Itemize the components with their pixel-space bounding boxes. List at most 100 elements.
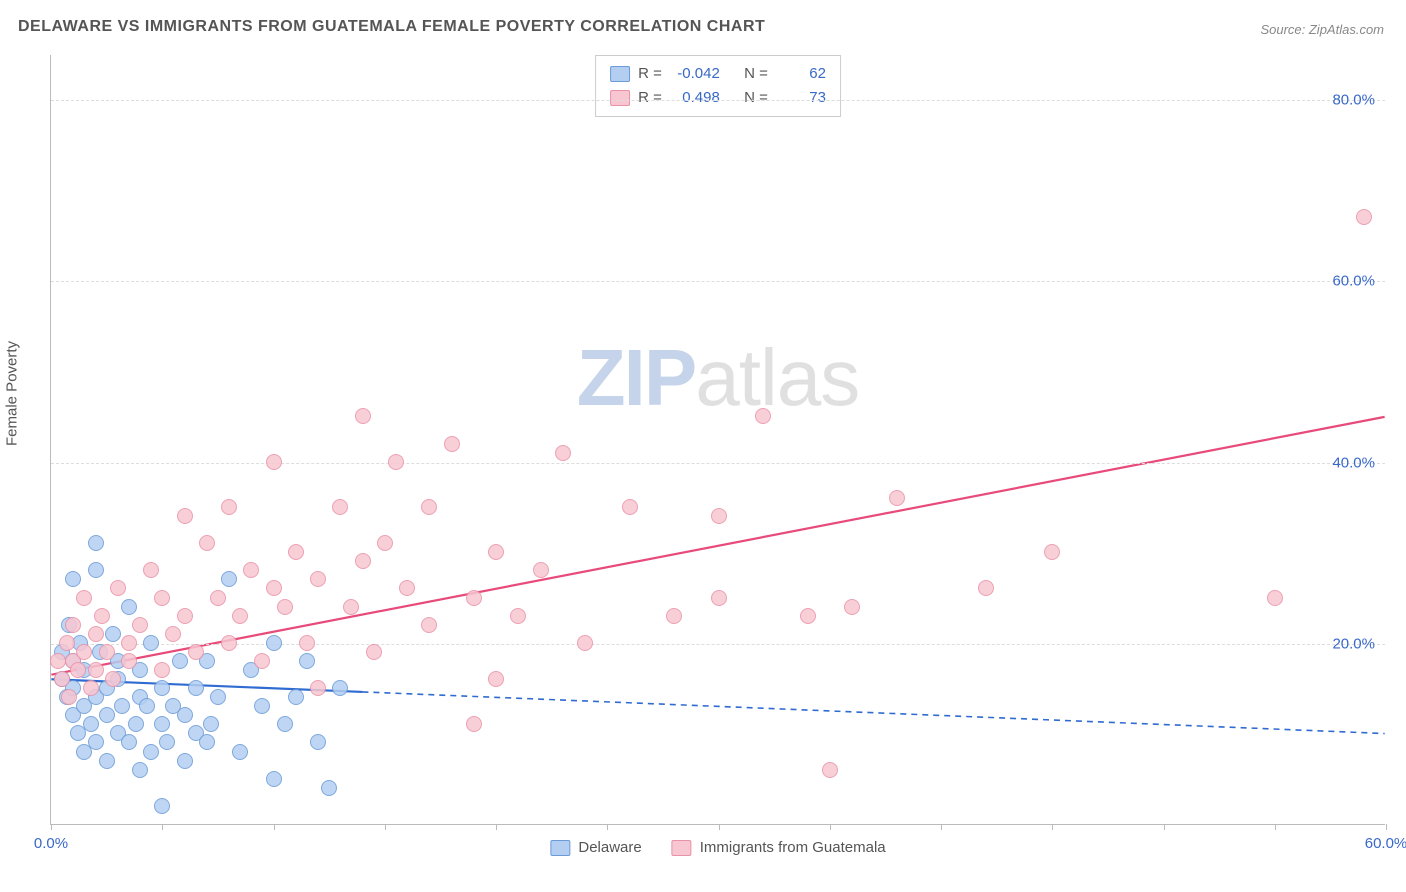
stats-row-guatemala: R = 0.498 N = 73: [610, 86, 826, 110]
scatter-point-guatemala: [221, 635, 237, 651]
scatter-point-guatemala: [466, 716, 482, 732]
scatter-point-guatemala: [355, 408, 371, 424]
swatch-guatemala: [672, 840, 692, 856]
scatter-point-delaware: [266, 635, 282, 651]
r-label: R =: [638, 62, 662, 86]
scatter-point-guatemala: [421, 499, 437, 515]
scatter-point-guatemala: [622, 499, 638, 515]
scatter-point-delaware: [221, 571, 237, 587]
source-attribution: Source: ZipAtlas.com: [1260, 22, 1384, 37]
scatter-point-guatemala: [210, 590, 226, 606]
scatter-point-guatemala: [232, 608, 248, 624]
y-tick-label: 60.0%: [1332, 273, 1375, 290]
bottom-legend: Delaware Immigrants from Guatemala: [550, 839, 885, 856]
scatter-point-delaware: [99, 753, 115, 769]
scatter-point-guatemala: [110, 580, 126, 596]
scatter-point-delaware: [128, 716, 144, 732]
x-tick: [941, 824, 942, 830]
scatter-point-guatemala: [88, 626, 104, 642]
scatter-point-guatemala: [800, 608, 816, 624]
stats-legend-box: R = -0.042 N = 62 R = 0.498 N = 73: [595, 55, 841, 117]
scatter-point-guatemala: [355, 553, 371, 569]
x-tick: [496, 824, 497, 830]
chart-title: DELAWARE VS IMMIGRANTS FROM GUATEMALA FE…: [18, 18, 765, 36]
scatter-point-guatemala: [488, 671, 504, 687]
scatter-point-delaware: [121, 734, 137, 750]
scatter-point-delaware: [139, 698, 155, 714]
gridline: [51, 644, 1385, 645]
scatter-point-delaware: [154, 798, 170, 814]
scatter-point-delaware: [288, 689, 304, 705]
scatter-point-guatemala: [121, 653, 137, 669]
scatter-point-delaware: [121, 599, 137, 615]
scatter-point-guatemala: [54, 671, 70, 687]
scatter-point-delaware: [210, 689, 226, 705]
scatter-point-delaware: [143, 635, 159, 651]
gridline: [51, 100, 1385, 101]
scatter-point-guatemala: [978, 580, 994, 596]
scatter-point-guatemala: [65, 617, 81, 633]
scatter-point-delaware: [88, 734, 104, 750]
x-tick: [385, 824, 386, 830]
scatter-point-delaware: [332, 680, 348, 696]
regression-lines: [51, 55, 1385, 824]
swatch-delaware: [610, 66, 630, 82]
scatter-point-guatemala: [61, 689, 77, 705]
scatter-point-guatemala: [310, 571, 326, 587]
n-value-guatemala: 73: [776, 86, 826, 110]
scatter-point-delaware: [154, 716, 170, 732]
scatter-point-guatemala: [555, 445, 571, 461]
n-label: N =: [744, 86, 768, 110]
scatter-point-guatemala: [332, 499, 348, 515]
x-tick: [1386, 824, 1387, 830]
scatter-point-delaware: [310, 734, 326, 750]
x-tick: [1164, 824, 1165, 830]
scatter-point-guatemala: [377, 535, 393, 551]
scatter-point-guatemala: [76, 590, 92, 606]
chart-container: DELAWARE VS IMMIGRANTS FROM GUATEMALA FE…: [0, 0, 1406, 892]
scatter-point-guatemala: [266, 454, 282, 470]
scatter-point-guatemala: [94, 608, 110, 624]
plot-area: ZIPatlas R = -0.042 N = 62 R = 0.498 N =…: [50, 55, 1385, 825]
r-value-guatemala: 0.498: [670, 86, 720, 110]
scatter-point-guatemala: [105, 671, 121, 687]
scatter-point-delaware: [172, 653, 188, 669]
scatter-point-guatemala: [154, 590, 170, 606]
scatter-point-delaware: [154, 680, 170, 696]
scatter-point-guatemala: [221, 499, 237, 515]
y-tick-label: 80.0%: [1332, 92, 1375, 109]
scatter-point-guatemala: [50, 653, 66, 669]
scatter-point-guatemala: [177, 508, 193, 524]
scatter-point-guatemala: [343, 599, 359, 615]
scatter-point-guatemala: [76, 644, 92, 660]
legend-label-guatemala: Immigrants from Guatemala: [700, 839, 886, 856]
scatter-point-delaware: [88, 535, 104, 551]
scatter-point-guatemala: [83, 680, 99, 696]
scatter-point-delaware: [188, 680, 204, 696]
scatter-point-guatemala: [154, 662, 170, 678]
scatter-point-guatemala: [254, 653, 270, 669]
x-tick: [162, 824, 163, 830]
legend-item-delaware: Delaware: [550, 839, 641, 856]
scatter-point-delaware: [299, 653, 315, 669]
scatter-point-guatemala: [165, 626, 181, 642]
scatter-point-guatemala: [99, 644, 115, 660]
scatter-point-guatemala: [510, 608, 526, 624]
scatter-point-guatemala: [277, 599, 293, 615]
x-tick-label: 0.0%: [34, 835, 68, 852]
scatter-point-delaware: [105, 626, 121, 642]
x-tick: [607, 824, 608, 830]
scatter-point-guatemala: [844, 599, 860, 615]
x-tick: [1275, 824, 1276, 830]
scatter-point-guatemala: [421, 617, 437, 633]
watermark-atlas: atlas: [695, 333, 859, 422]
r-label: R =: [638, 86, 662, 110]
scatter-point-guatemala: [188, 644, 204, 660]
scatter-point-guatemala: [577, 635, 593, 651]
n-label: N =: [744, 62, 768, 86]
scatter-point-guatemala: [59, 635, 75, 651]
x-tick: [274, 824, 275, 830]
stats-row-delaware: R = -0.042 N = 62: [610, 62, 826, 86]
x-tick: [719, 824, 720, 830]
scatter-point-delaware: [203, 716, 219, 732]
